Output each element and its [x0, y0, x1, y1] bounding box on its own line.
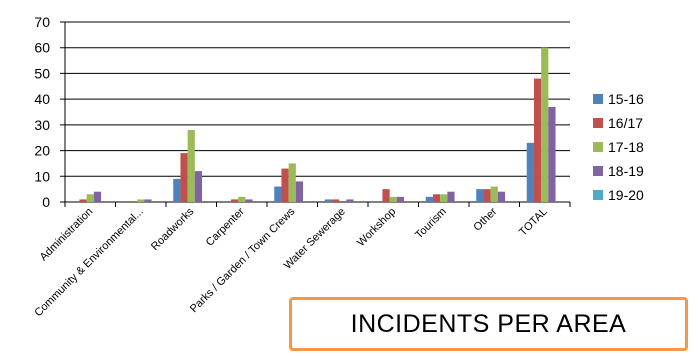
legend-swatch-16/17 — [593, 118, 603, 128]
x-tick-label: Carpenter — [204, 205, 247, 248]
x-tick-label: Tourism — [413, 206, 449, 242]
x-tick-label: Parks / Garden / Town Crews — [188, 205, 298, 315]
y-tick-label: 50 — [34, 65, 50, 81]
bar-18-19-6 — [396, 196, 405, 202]
legend-label: 17-18 — [608, 139, 644, 155]
bar-16/17-5 — [331, 199, 340, 202]
bar-16/17-0 — [79, 199, 87, 202]
y-axis-ticks: 0 10 20 30 40 50 60 70 — [34, 14, 50, 210]
bar-15-16-2 — [173, 178, 181, 202]
x-tick-label: TOTAL — [517, 206, 550, 239]
chart-title: INCIDENTS PER AREA — [350, 309, 627, 338]
legend-label: 15-16 — [608, 91, 644, 107]
x-tick-label: Community & Environmental... — [32, 206, 146, 320]
bar-18-19-8 — [497, 191, 506, 202]
x-tick-label: Workshop — [355, 206, 398, 249]
bar-16/17-7 — [432, 194, 441, 202]
bar-16/17-3 — [230, 199, 239, 202]
gridlines — [60, 21, 571, 207]
y-tick-label: 30 — [34, 117, 50, 133]
y-tick-label: 60 — [34, 40, 50, 56]
bar-16/17-9 — [533, 78, 542, 202]
bar-18-19-0 — [93, 191, 102, 202]
bar-18-19-1 — [144, 199, 152, 202]
legend-swatch-17-18 — [593, 142, 603, 152]
bar-17-18-3 — [238, 196, 246, 202]
y-tick-label: 40 — [34, 91, 50, 107]
bar-17-18-6 — [389, 196, 397, 202]
bar-17-18-1 — [137, 199, 145, 202]
bar-18-19-2 — [194, 171, 203, 202]
bar-16/17-2 — [180, 153, 188, 202]
y-tick-label: 70 — [34, 14, 50, 30]
bar-15-16-4 — [274, 186, 282, 202]
bar-17-18-4 — [288, 163, 296, 202]
bar-18-19-7 — [447, 191, 455, 202]
bars — [79, 47, 556, 202]
bar-16/17-4 — [281, 168, 289, 202]
y-tick-label: 10 — [34, 168, 50, 184]
bar-18-19-4 — [295, 181, 304, 202]
bar-18-19-5 — [346, 199, 354, 202]
legend-label: 19-20 — [608, 187, 644, 203]
legend-swatch-15-16 — [593, 94, 603, 104]
bar-15-16-5 — [324, 199, 332, 202]
bar-18-19-3 — [245, 199, 253, 202]
bar-17-18-2 — [187, 130, 195, 202]
legend-label: 18-19 — [608, 163, 644, 179]
legend-swatch-19-20 — [593, 190, 603, 200]
x-tick-label: Roadworks — [149, 205, 197, 253]
chart-title-box: INCIDENTS PER AREA — [289, 297, 688, 351]
bar-15-16-7 — [425, 196, 433, 202]
bar-17-18-7 — [440, 194, 448, 202]
legend: 15-16 16/17 17-18 18-19 19-20 — [593, 91, 644, 203]
x-tick-label: Other — [471, 205, 499, 233]
bar-17-18-8 — [490, 186, 498, 202]
legend-swatch-18-19 — [593, 166, 603, 176]
bar-15-16-9 — [526, 142, 534, 202]
y-tick-label: 20 — [34, 143, 50, 159]
bar-15-16-8 — [476, 189, 484, 202]
bar-16/17-8 — [483, 189, 491, 202]
legend-label: 16/17 — [608, 115, 643, 131]
y-tick-label: 0 — [42, 194, 50, 210]
x-tick-label: Administration — [38, 206, 96, 264]
bar-18-19-9 — [548, 106, 556, 202]
bar-17-18-0 — [86, 194, 94, 202]
bar-16/17-6 — [382, 189, 390, 202]
bar-17-18-9 — [541, 47, 549, 202]
